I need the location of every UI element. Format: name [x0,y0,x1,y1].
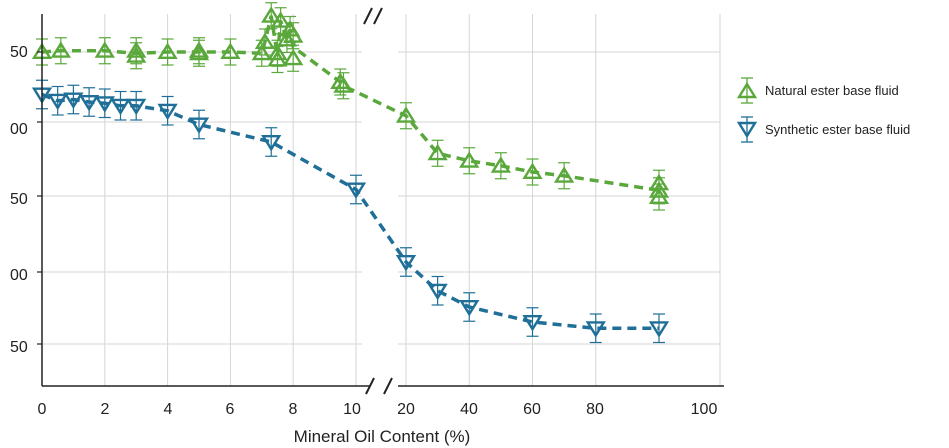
x-tick-label: 6 [226,401,235,418]
natural-ester-point [490,156,512,173]
legend-item-synthetic: Synthetic ester base fluid [736,116,910,143]
synthetic-ester-point [94,96,115,113]
synthetic-ester-point [395,254,417,272]
natural-ester-point [157,42,178,60]
natural-ester-point [395,106,417,123]
x-tick-label: 80 [586,401,604,418]
axes [37,7,724,395]
x-tick-label: 4 [164,401,173,418]
series-points [31,2,670,344]
y-tick-label: 50 [10,44,28,61]
synthetic-ester-point [78,94,100,112]
axis-break-mark [363,7,373,25]
y-tick-label: 50 [10,339,28,356]
synthetic-ester-point [47,93,68,111]
legend-item-natural: Natural ester base fluid [736,77,899,104]
x-tick-label: 40 [460,401,478,418]
natural-ester-point [50,41,71,58]
natural-ester-point [261,6,282,23]
y-tick-label: 00 [10,267,28,284]
y-tick-label: 50 [10,191,28,208]
natural-ester-point [220,42,241,60]
triangle-down-icon [736,121,758,139]
triangle-up-icon [736,81,758,99]
legend: Natural ester base fluid Synthetic ester… [736,77,910,143]
synthetic-ester-point [648,321,670,338]
natural-ester-point [283,48,304,66]
synthetic-ester-point [126,98,147,116]
natural-ester-point [459,151,480,168]
axis-break-mark [365,377,375,395]
natural-ester-point [251,43,272,61]
x-tick-label: 8 [289,401,298,418]
synthetic-ester-point [188,117,210,134]
natural-ester-point [94,41,115,58]
natural-ester-point [648,187,670,205]
series-line [41,92,659,331]
natural-ester-point [333,76,354,93]
synthetic-ester-point [459,299,480,317]
natural-ester-point [276,30,298,47]
x-axis-title: Mineral Oil Content (%) [294,427,471,446]
y-tick-label: 00 [10,121,28,138]
x-tick-label: 20 [397,401,415,418]
synthetic-ester-point [522,314,543,332]
natural-ester-point [254,32,276,50]
synthetic-ester-point [157,103,178,121]
synthetic-ester-point [427,283,448,301]
axis-break-mark [383,377,393,395]
axis-break-mark [373,7,383,25]
natural-ester-point [283,26,304,43]
natural-ester-point [267,50,288,67]
x-tick-label: 60 [523,401,541,418]
x-tick-label: 10 [343,401,361,418]
legend-label: Synthetic ester base fluid [765,122,910,137]
x-tick-labels: 0 2 4 6 8 10 20 40 60 80 100 [38,401,718,418]
y-tick-labels: 50 00 50 00 50 [10,44,28,356]
x-tick-label: 100 [691,401,718,418]
natural-ester-point [427,143,448,161]
natural-ester-point [522,162,543,180]
synthetic-ester-point [110,98,131,116]
x-tick-label: 2 [101,401,110,418]
natural-ester-point [126,46,147,63]
x-tick-label: 0 [38,401,47,418]
series-line [41,15,660,193]
natural-ester-point [188,43,210,61]
synthetic-ester-point [585,321,606,338]
natural-ester-point [553,166,575,183]
synthetic-ester-point [261,134,282,152]
natural-ester-point [270,11,291,28]
legend-label: Natural ester base fluid [765,83,899,98]
synthetic-ester-point [345,182,367,199]
synthetic-ester-point [63,92,84,109]
grid [42,14,721,386]
